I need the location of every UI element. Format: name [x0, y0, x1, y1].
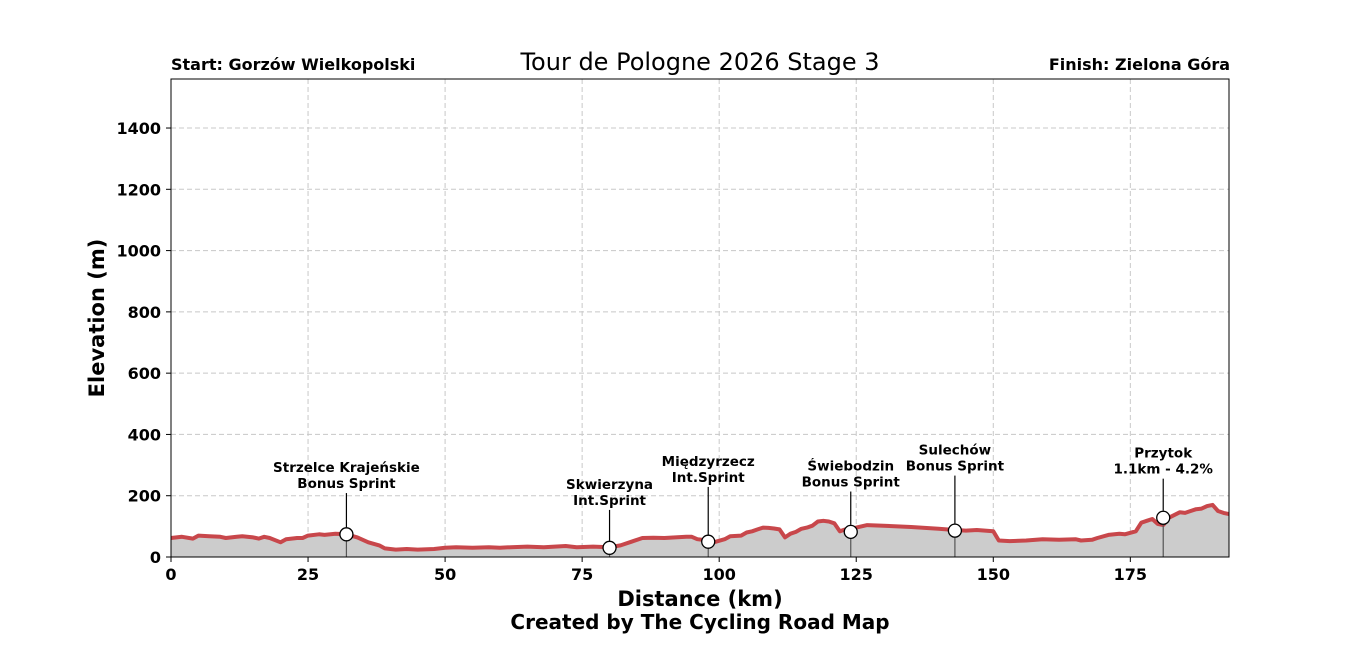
x-tick-label: 50 — [434, 565, 456, 584]
y-tick-label: 1200 — [116, 180, 161, 199]
checkpoint-label: Świebodzin — [807, 457, 894, 475]
y-axis-label: Elevation (m) — [85, 239, 109, 398]
gridlines — [171, 79, 1229, 557]
start-label: Start: Gorzów Wielkopolski — [171, 55, 415, 74]
y-tick-label: 200 — [128, 487, 161, 506]
x-tick-label: 125 — [840, 565, 873, 584]
y-tick-label: 0 — [150, 548, 161, 567]
checkpoint-point — [339, 527, 354, 542]
checkpoint-label: Bonus Sprint — [906, 459, 1005, 475]
checkpoint-label: Int.Sprint — [672, 470, 745, 486]
x-tick-label: 150 — [977, 565, 1010, 584]
checkpoint-point — [947, 523, 963, 538]
y-tick-label: 600 — [128, 364, 161, 383]
finish-label: Finish: Zielona Góra — [1049, 55, 1230, 74]
checkpoint-label: Int.Sprint — [573, 493, 646, 509]
x-axis-ticks: 0 25 50 75 100 125 150 175 — [165, 557, 1147, 584]
checkpoint-label: Międzyrzecz — [662, 454, 755, 470]
x-tick-label: 175 — [1114, 565, 1147, 584]
checkpoint-label: Przytok — [1134, 446, 1193, 462]
checkpoint-point — [1156, 510, 1171, 525]
checkpoint-point — [843, 524, 858, 540]
y-tick-label: 800 — [128, 303, 161, 322]
credit-text: Created by The Cycling Road Map — [510, 610, 889, 634]
checkpoint-label: Skwierzyna — [566, 477, 653, 493]
y-tick-label: 1400 — [116, 119, 161, 138]
y-tick-label: 1000 — [116, 242, 161, 261]
checkpoint-label: Sulechów — [919, 443, 991, 459]
elevation-profile-line — [170, 502, 1230, 552]
checkpoint-point — [701, 534, 716, 549]
elevation-area-fill — [171, 504, 1229, 557]
x-axis-label: Distance (km) — [617, 587, 782, 611]
chart-title: Tour de Pologne 2026 Stage 3 — [519, 48, 879, 76]
x-tick-label: 75 — [571, 565, 593, 584]
x-tick-label: 25 — [297, 565, 319, 584]
checkpoint-label: 1.1km - 4.2% — [1114, 462, 1214, 478]
y-tick-label: 400 — [128, 425, 161, 444]
y-axis-ticks: 0 200 400 600 800 1000 1200 1400 — [116, 119, 171, 567]
checkpoint-label: Bonus Sprint — [802, 475, 901, 491]
checkpoint-point — [602, 540, 617, 555]
checkpoint-label: Strzelce Krajeńskie — [273, 460, 420, 476]
x-tick-label: 100 — [702, 565, 735, 584]
x-tick-label: 0 — [165, 565, 176, 584]
checkpoint-label: Bonus Sprint — [297, 476, 396, 492]
plot-frame — [170, 78, 1230, 558]
